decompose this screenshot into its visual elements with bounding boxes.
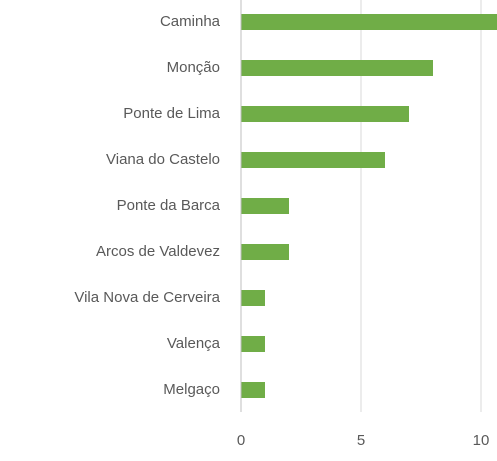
bar <box>241 290 265 306</box>
bar <box>241 60 433 76</box>
y-tick-label: Vila Nova de Cerveira <box>74 289 220 306</box>
bar <box>241 382 265 398</box>
bar <box>241 198 289 214</box>
x-tick-label: 5 <box>357 432 365 449</box>
y-tick-label: Monção <box>167 59 220 76</box>
x-tick-label: 10 <box>473 432 490 449</box>
y-tick-label: Melgaço <box>163 381 220 398</box>
y-tick-label: Ponte da Barca <box>117 197 221 214</box>
y-tick-label: Caminha <box>160 13 221 30</box>
y-tick-label: Arcos de Valdevez <box>96 243 220 260</box>
x-tick-label: 0 <box>237 432 245 449</box>
y-tick-label: Ponte de Lima <box>123 105 220 122</box>
bar <box>241 244 289 260</box>
y-tick-label: Valença <box>167 335 221 352</box>
bar <box>241 336 265 352</box>
y-tick-label: Viana do Castelo <box>106 151 220 168</box>
bar <box>241 14 497 30</box>
bar <box>241 152 385 168</box>
bar <box>241 106 409 122</box>
